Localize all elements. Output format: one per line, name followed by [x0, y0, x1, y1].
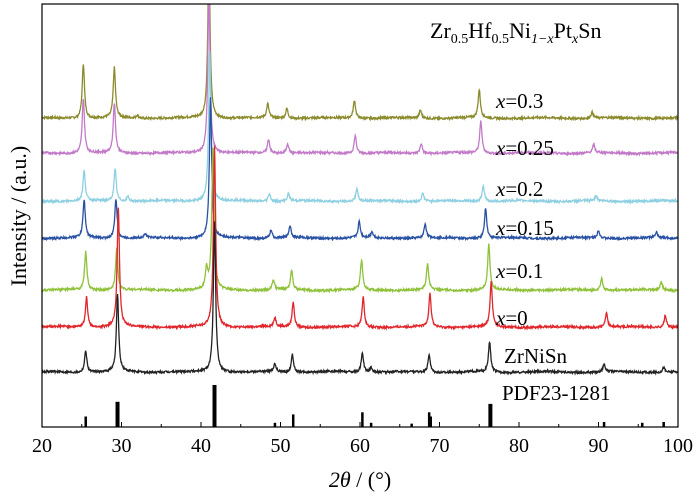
series-label-1: x=0.3: [495, 89, 543, 113]
composition-label: Zr0.5Hf0.5Ni1−xPtxSn: [430, 18, 601, 47]
composition-sub-1: 0.5: [451, 32, 469, 47]
composition-ni: Ni: [509, 18, 531, 43]
composition-sub-4: x: [571, 32, 579, 47]
x-tick-label-60: 60: [350, 435, 370, 457]
x-axis-label: 2θ / (°): [329, 467, 391, 492]
reference-label: PDF23-1281: [502, 381, 611, 405]
x-tick-label-40: 40: [191, 435, 211, 457]
composition-sub-3: 1−x: [531, 32, 554, 47]
composition-sn: Sn: [578, 18, 601, 43]
composition-sub-2: 0.5: [491, 32, 509, 47]
x-tick-label-90: 90: [589, 435, 609, 457]
series-line-1: [42, 4, 678, 122]
x-tick-label-100: 100: [663, 435, 693, 457]
series-label-2: x=0.25: [495, 136, 554, 160]
series-line-7: [42, 221, 678, 376]
y-axis-label: Intensity / (a.u.): [6, 146, 31, 287]
series-label-3: x=0.2: [495, 177, 543, 201]
x-tick-label-70: 70: [430, 435, 450, 457]
series-label-6: x=0: [495, 306, 528, 330]
series-line-3: [42, 51, 678, 205]
plot-frame: [41, 3, 679, 428]
series-line-5: [42, 147, 678, 294]
series-line-6: [42, 145, 678, 331]
composition-base: Zr: [430, 18, 451, 43]
plot-area: [42, 4, 678, 376]
composition-hf: Hf: [468, 18, 492, 43]
composition-pt: Pt: [554, 18, 572, 43]
series-line-2: [42, 4, 678, 157]
x-tick-label-20: 20: [32, 435, 52, 457]
series-label-7: ZrNiSn: [504, 344, 568, 368]
series-label-4: x=0.15: [495, 216, 554, 240]
series-line-4: [42, 97, 678, 242]
x-axis-label-unit: / (°): [351, 467, 392, 492]
series-labels: x=0.3 x=0.25 x=0.2 x=0.15 x=0.1 x=0 ZrNiSn PDF2…: [495, 89, 611, 405]
x-axis-label-var: 2θ: [329, 467, 351, 492]
series-label-5: x=0.1: [495, 259, 543, 283]
x-tick-label-30: 30: [112, 435, 132, 457]
x-tick-label-80: 80: [509, 435, 529, 457]
x-tick-label-50: 50: [271, 435, 291, 457]
